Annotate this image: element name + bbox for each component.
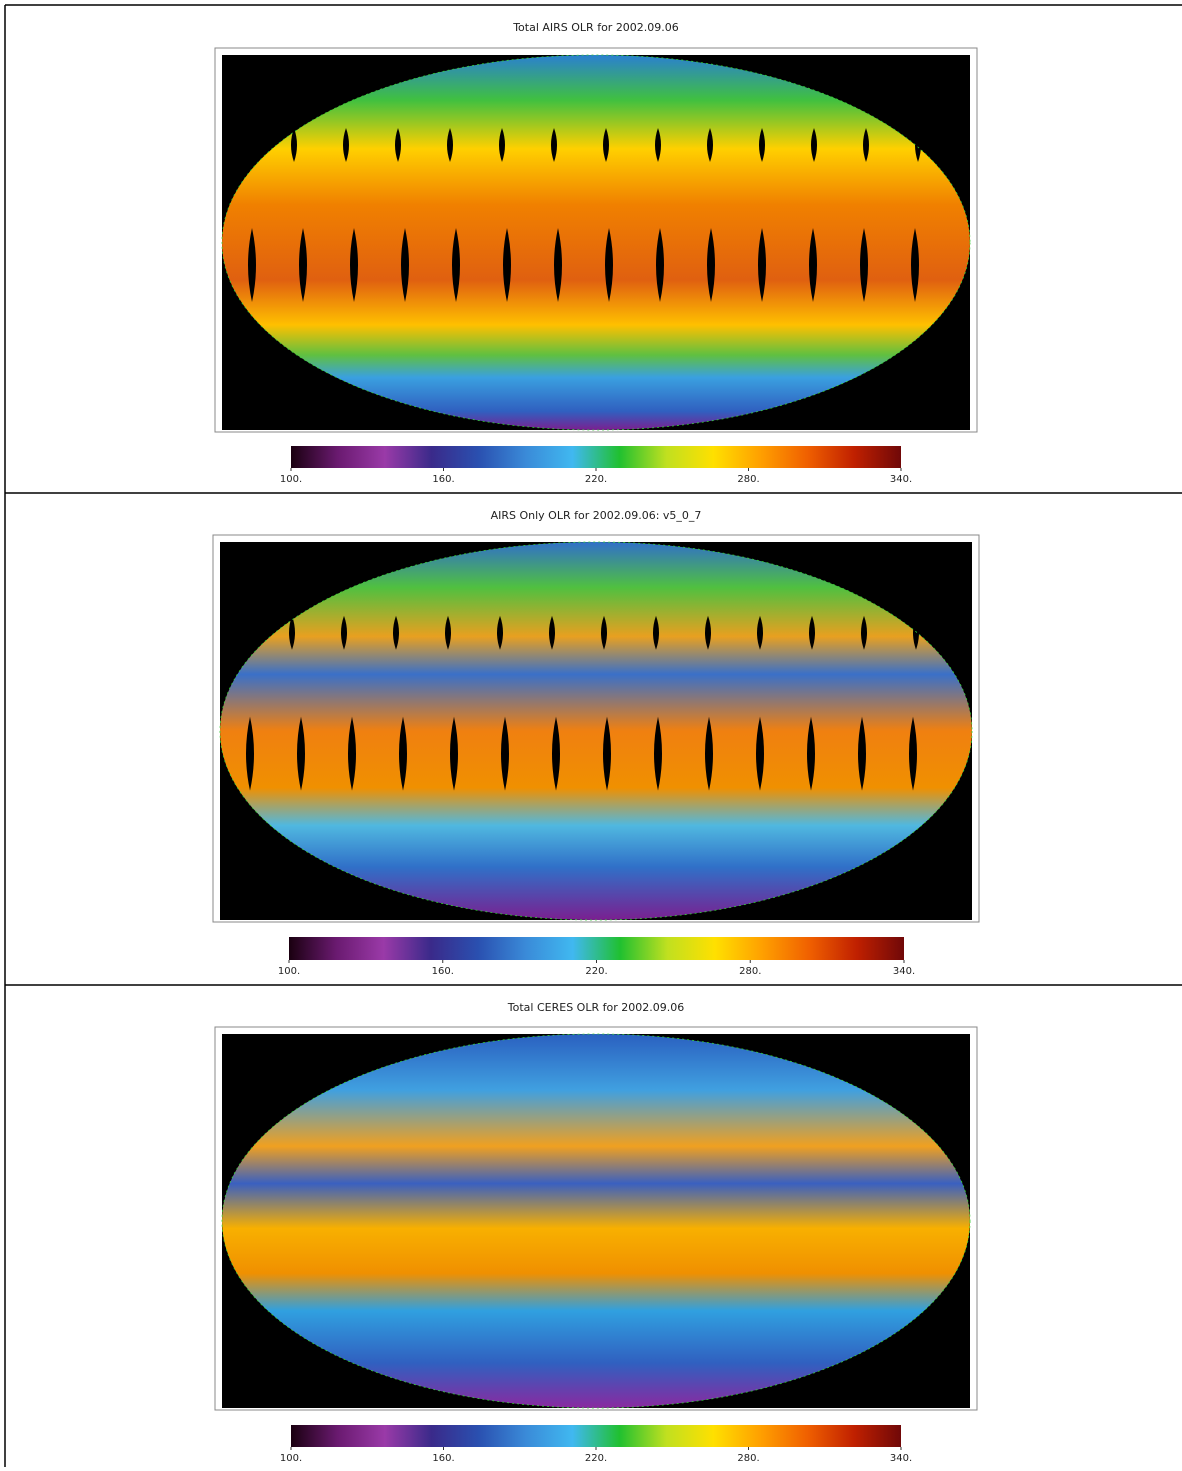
panel-title: AIRS Only OLR for 2002.09.06: v5_0_7 <box>491 509 702 522</box>
colorbar-tick-label: 220. <box>585 474 607 485</box>
panels: Total AIRS OLR for 2002.09.06 100. 160. 220… <box>213 21 979 1464</box>
colorbar-tick-label: 100. <box>280 474 302 485</box>
colorbar <box>291 1425 901 1447</box>
colorbar-tick-label: 160. <box>432 966 454 977</box>
colorbar-tick-label: 220. <box>585 966 607 977</box>
colorbar-tick-label: 220. <box>585 1453 607 1464</box>
panel: AIRS Only OLR for 2002.09.06: v5_0_7 100.… <box>213 509 979 977</box>
panel: Total CERES OLR for 2002.09.06 100. 160. 22… <box>215 1001 977 1464</box>
figure: Total AIRS OLR for 2002.09.06 100. 160. 220… <box>0 0 1182 1467</box>
colorbar <box>291 446 901 468</box>
colorbar-tick-label: 340. <box>893 966 915 977</box>
panel-title: Total CERES OLR for 2002.09.06 <box>507 1001 684 1014</box>
colorbar-tick-label: 280. <box>739 966 761 977</box>
map-globe <box>222 55 970 430</box>
panel-title: Total AIRS OLR for 2002.09.06 <box>512 21 679 34</box>
panel: Total AIRS OLR for 2002.09.06 100. 160. 220… <box>215 21 977 485</box>
map-globe <box>222 1034 970 1408</box>
colorbar-tick-label: 280. <box>737 474 759 485</box>
colorbar-tick-label: 160. <box>432 474 454 485</box>
colorbar-tick-label: 100. <box>280 1453 302 1464</box>
map-globe <box>220 542 972 920</box>
colorbar-tick-label: 160. <box>432 1453 454 1464</box>
colorbar-tick-label: 340. <box>890 474 912 485</box>
colorbar-tick-label: 280. <box>737 1453 759 1464</box>
colorbar-tick-label: 340. <box>890 1453 912 1464</box>
colorbar-tick-label: 100. <box>278 966 300 977</box>
colorbar <box>289 937 904 960</box>
